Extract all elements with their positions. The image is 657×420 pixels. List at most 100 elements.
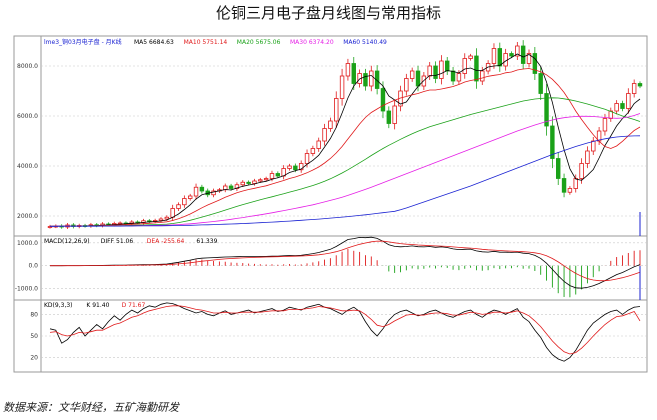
k-line — [49, 302, 641, 362]
candle-body — [585, 150, 590, 164]
candle-body — [287, 165, 292, 169]
y-tick-label: 4000.0 — [17, 163, 38, 170]
ma10-line — [49, 68, 641, 227]
candle-body — [228, 185, 234, 189]
candle-body — [392, 105, 397, 124]
candle-body — [158, 218, 164, 221]
price-legend: MA5 6684.63 MA10 5751.14 MA20 5675.06 MA30 … — [134, 39, 387, 46]
dea-line — [50, 240, 641, 282]
candle-body — [234, 184, 240, 189]
candle-body — [363, 73, 368, 87]
legend-label: MA30 6374.20 — [290, 39, 334, 46]
y-tick-label: 20 — [30, 355, 38, 362]
candle-body — [433, 65, 438, 79]
candle-body — [445, 60, 450, 72]
candle-body — [573, 178, 578, 189]
candle-body — [532, 53, 538, 74]
y-tick-label: 6000.0 — [17, 113, 38, 120]
candle-body — [310, 148, 316, 154]
candle-body — [275, 173, 281, 177]
legend-label: DEA -255.64 — [147, 238, 185, 245]
candle-body — [369, 70, 374, 87]
candle-body — [176, 204, 181, 209]
y-tick-label: 1000.0 — [17, 240, 38, 247]
candle-body — [626, 93, 631, 109]
candle-body — [474, 55, 479, 82]
chart-title: 伦铜三月电子盘月线图与常用指标 — [215, 4, 441, 22]
legend-label: 61.339 — [196, 238, 217, 245]
legend-label: KD(9,3,3) — [44, 302, 73, 309]
ma60-line — [50, 135, 641, 227]
candle-body — [503, 53, 508, 67]
candle-body — [240, 181, 245, 186]
candle-body — [164, 216, 170, 220]
candle-body — [351, 63, 356, 84]
candle-body — [404, 78, 409, 92]
candle-body — [538, 73, 543, 94]
candle-body — [450, 70, 456, 82]
candle-body — [339, 75, 345, 99]
candle-body — [298, 163, 304, 171]
candle-body — [211, 190, 216, 196]
y-tick-label: 0.0 — [28, 263, 38, 270]
candle-body — [456, 73, 462, 82]
macd-histogram — [55, 248, 641, 298]
legend-label: K 91.40 — [86, 302, 109, 309]
candle-body — [567, 188, 573, 193]
candle-body — [193, 186, 199, 197]
candle-body — [509, 53, 514, 57]
legend-label: MA10 5751.14 — [184, 39, 228, 46]
candle-body — [462, 58, 467, 74]
y-tick-labels: 2000.0 4000.0 6000.0 8000.0 1000.0 0.0 -1000.0… — [15, 63, 38, 362]
candle-body — [409, 70, 415, 79]
y-tick-label: 80 — [30, 311, 38, 318]
candle-body — [415, 70, 421, 87]
candle-body — [631, 83, 637, 94]
candle-body — [427, 65, 432, 77]
candle-body — [515, 45, 520, 57]
candle-body — [258, 179, 263, 182]
candle-body — [637, 83, 643, 87]
candle-body — [345, 63, 351, 77]
y-tick-label: -1000.0 — [15, 286, 38, 293]
candle-body — [374, 70, 380, 89]
candle-body — [386, 110, 392, 124]
candle-body — [304, 153, 310, 164]
candle-body — [468, 55, 473, 59]
candle-body — [316, 140, 321, 149]
candle-body — [544, 93, 549, 127]
kd-lines — [49, 302, 641, 362]
candle-body — [263, 178, 269, 181]
candle-body — [520, 45, 526, 64]
kd-legend: KD(9,3,3) K 91.40 D 71.67 — [44, 302, 145, 309]
legend-label: MA20 5675.06 — [237, 39, 281, 46]
legend-label: D 71.67 — [122, 302, 146, 309]
ma20-line — [49, 97, 641, 227]
legend-label: MA60 5140.49 — [343, 39, 387, 46]
ma5-line — [49, 53, 641, 227]
candle-body — [602, 118, 608, 132]
candle-body — [182, 198, 187, 206]
candle-body — [579, 163, 584, 179]
data-source: 数据来源：文华财经，五矿海勤研发 — [3, 401, 179, 414]
candle-body — [252, 180, 257, 184]
candle-body — [591, 140, 596, 152]
candle-body — [620, 103, 625, 109]
candle-body — [380, 88, 386, 112]
candle-body — [614, 103, 619, 112]
candle-body — [334, 98, 339, 122]
y-tick-label: 8000.0 — [17, 63, 38, 70]
y-tick-label: 50 — [30, 333, 38, 340]
legend-label: MA5 6684.63 — [134, 39, 174, 46]
candle-body — [491, 48, 497, 64]
candle-body — [170, 208, 175, 218]
candle-body — [199, 186, 205, 192]
macd-legend: MACD(12,26,9) DIFF 51.06 DEA -255.64 61.339 — [44, 238, 218, 245]
candle-body — [550, 125, 555, 159]
price-header: lme3_铜03月电子盘 - 月K线 — [44, 38, 122, 46]
moving-averages — [49, 53, 641, 227]
candle-body — [526, 53, 532, 64]
y-tick-label: 2000.0 — [17, 213, 38, 220]
candle-body — [246, 181, 251, 184]
legend-label: DIFF 51.06 — [101, 238, 134, 245]
